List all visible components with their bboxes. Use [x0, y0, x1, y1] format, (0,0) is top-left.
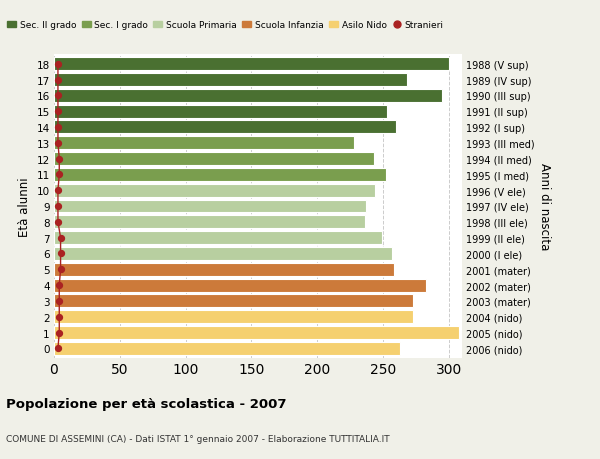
- Point: [55, 156, 64, 163]
- Bar: [54, 263, 394, 276]
- Bar: [54, 295, 413, 308]
- Point: [53, 77, 63, 84]
- Point: [56, 250, 65, 257]
- Bar: [54, 342, 400, 355]
- Point: [55, 282, 64, 289]
- Bar: [54, 168, 386, 181]
- Bar: [54, 311, 413, 324]
- Point: [53, 203, 63, 210]
- Bar: [54, 153, 374, 166]
- Point: [53, 108, 63, 116]
- Bar: [54, 185, 375, 197]
- Bar: [54, 58, 449, 71]
- Bar: [54, 232, 382, 245]
- Bar: [54, 106, 387, 118]
- Point: [53, 345, 63, 352]
- Bar: [54, 326, 460, 339]
- Bar: [54, 200, 366, 213]
- Bar: [54, 90, 442, 102]
- Bar: [54, 247, 392, 260]
- Text: COMUNE DI ASSEMINI (CA) - Dati ISTAT 1° gennaio 2007 - Elaborazione TUTTITALIA.I: COMUNE DI ASSEMINI (CA) - Dati ISTAT 1° …: [6, 434, 389, 443]
- Legend: Sec. II grado, Sec. I grado, Scuola Primaria, Scuola Infanzia, Asilo Nido, Stran: Sec. II grado, Sec. I grado, Scuola Prim…: [4, 17, 448, 34]
- Point: [55, 329, 64, 336]
- Point: [53, 140, 63, 147]
- Y-axis label: Età alunni: Età alunni: [18, 177, 31, 236]
- Bar: [54, 74, 407, 87]
- Point: [53, 61, 63, 68]
- Point: [55, 297, 64, 305]
- Bar: [54, 279, 427, 292]
- Point: [55, 171, 64, 179]
- Point: [53, 92, 63, 100]
- Point: [56, 235, 65, 242]
- Point: [53, 218, 63, 226]
- Point: [53, 187, 63, 195]
- Point: [55, 313, 64, 321]
- Point: [53, 124, 63, 131]
- Point: [56, 266, 65, 274]
- Y-axis label: Anni di nascita: Anni di nascita: [538, 163, 551, 250]
- Text: Popolazione per età scolastica - 2007: Popolazione per età scolastica - 2007: [6, 397, 287, 410]
- Bar: [54, 137, 354, 150]
- Bar: [54, 121, 396, 134]
- Bar: [54, 216, 365, 229]
